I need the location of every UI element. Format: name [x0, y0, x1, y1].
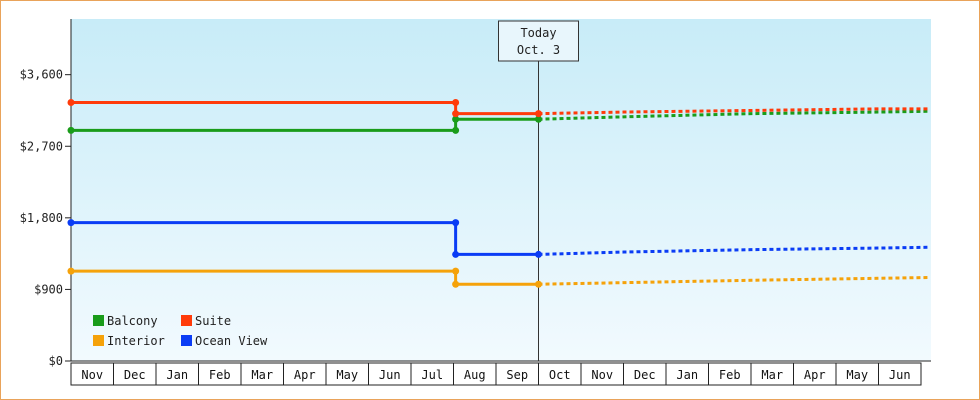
legend-swatch-suite: [181, 315, 192, 326]
legend-swatch-interior: [93, 335, 104, 346]
month-label: Jun: [379, 368, 401, 382]
month-label: Feb: [209, 368, 231, 382]
balcony-point[interactable]: [67, 126, 75, 134]
suite-point[interactable]: [67, 99, 75, 107]
suite-history-line: [71, 101, 539, 116]
legend-label-interior: Interior: [107, 334, 165, 348]
balcony-point[interactable]: [535, 115, 542, 123]
interior-point[interactable]: [452, 280, 460, 288]
ocean-view-history-line: [71, 221, 539, 256]
ocean-view-point[interactable]: [67, 219, 75, 227]
balcony-forecast-line: [538, 109, 930, 121]
month-label: Aug: [464, 368, 486, 382]
month-label: May: [336, 368, 358, 382]
balcony-point[interactable]: [452, 126, 460, 134]
ocean-view-point[interactable]: [452, 219, 460, 227]
month-label: May: [846, 368, 868, 382]
ocean-view-point[interactable]: [535, 250, 542, 258]
suite-point[interactable]: [535, 110, 542, 118]
interior-point[interactable]: [452, 267, 460, 275]
month-label: Jan: [676, 368, 698, 382]
y-tick-label: $3,600: [20, 68, 63, 82]
month-label: Oct: [549, 368, 571, 382]
legend-label-suite: Suite: [195, 314, 231, 328]
legend-label-ocean-view: Ocean View: [195, 334, 268, 348]
month-label: Jan: [166, 368, 188, 382]
interior-forecast-line: [538, 275, 930, 286]
legend-swatch-balcony: [93, 315, 104, 326]
today-label: Today: [520, 26, 556, 40]
y-tick-label: $2,700: [20, 139, 63, 153]
suite-point[interactable]: [452, 99, 460, 107]
month-label: Sep: [506, 368, 528, 382]
ocean-view-forecast-line: [538, 245, 930, 256]
month-label: Dec: [124, 368, 146, 382]
y-tick-label: $900: [34, 282, 63, 296]
month-label: Feb: [719, 368, 741, 382]
today-box: [498, 20, 579, 62]
legend-swatch-ocean-view: [181, 335, 192, 346]
plot-background: [71, 19, 931, 361]
interior-point[interactable]: [535, 280, 542, 288]
today-date: Oct. 3: [517, 43, 560, 57]
balcony-history-line: [71, 117, 539, 132]
month-label: Jul: [421, 368, 443, 382]
y-tick-label: $1,800: [20, 211, 63, 225]
legend-label-balcony: Balcony: [107, 314, 158, 328]
month-label: Jun: [889, 368, 911, 382]
month-label: Apr: [294, 368, 316, 382]
interior-history-line: [71, 269, 539, 286]
ocean-view-point[interactable]: [452, 250, 460, 258]
suite-point[interactable]: [452, 110, 460, 118]
month-label: Dec: [634, 368, 656, 382]
y-tick-label: $0: [49, 354, 63, 368]
interior-point[interactable]: [67, 267, 75, 275]
month-label: Mar: [251, 368, 273, 382]
month-label: Apr: [804, 368, 826, 382]
balcony-point[interactable]: [452, 115, 460, 123]
month-label: Mar: [761, 368, 783, 382]
month-label: Nov: [81, 368, 103, 382]
month-label: Nov: [591, 368, 613, 382]
suite-forecast-line: [538, 107, 930, 116]
